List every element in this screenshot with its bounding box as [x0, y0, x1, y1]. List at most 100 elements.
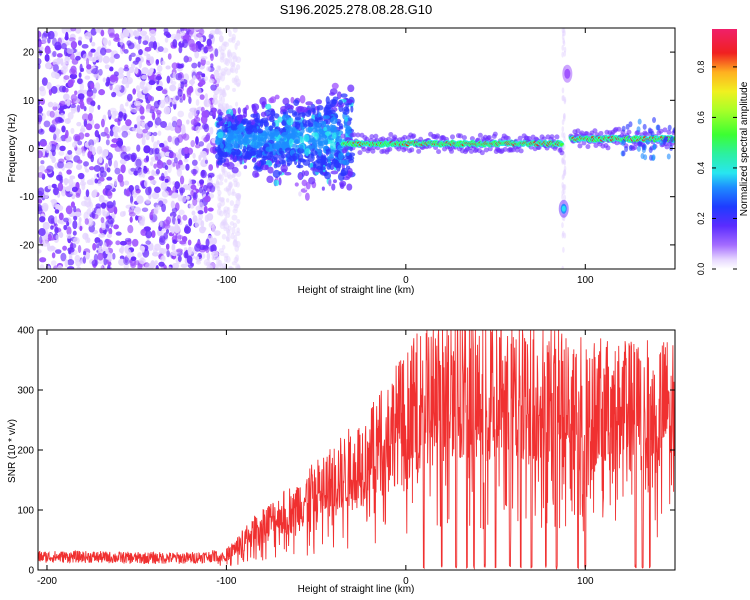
- spectrogram-cell-2374: [265, 103, 272, 110]
- spectrogram-cell-729: [154, 117, 162, 126]
- spectrogram-cell-914: [57, 219, 64, 224]
- spectrogram-cell-955: [44, 45, 51, 55]
- spectrogram-cell-1412: [159, 142, 165, 148]
- spectrogram-cell-662: [171, 207, 178, 214]
- spectrogram-cell-1008: [82, 256, 87, 264]
- spectrogram-cell-198: [80, 67, 85, 72]
- spectrogram-cell-880: [77, 245, 82, 254]
- spectrogram-cell-2316: [259, 96, 267, 106]
- spectrogram-cell-1706: [216, 185, 221, 192]
- spectrogram-cell-1012: [52, 105, 58, 111]
- spectrogram-cell-2425: [281, 120, 287, 127]
- spectrogram-cell-617: [67, 79, 74, 88]
- spectrogram-cell-1233: [166, 266, 172, 269]
- spectrogram-cell-1217: [174, 181, 181, 190]
- spectrogram-cell-2552: [264, 164, 269, 170]
- spectrogram-cell-1327: [190, 190, 194, 197]
- spectrogram-cell-2479: [326, 163, 332, 170]
- spectrogram-cell-1093: [86, 91, 93, 98]
- spectrogram-cell-1567: [223, 255, 229, 263]
- spectrogram-cell-2691: [361, 146, 367, 152]
- spectrogram-cell-2608: [274, 128, 279, 138]
- spectrogram-cell-187: [126, 93, 133, 102]
- spectrogram-cell-2473: [281, 131, 289, 138]
- spectrogram-cell-2239: [263, 121, 270, 128]
- spectrogram-cell-1528: [221, 233, 227, 240]
- spectrogram-cell-664: [182, 214, 188, 221]
- spectrogram-cell-2118: [266, 175, 274, 184]
- spectrogram-cell-1333: [38, 128, 45, 135]
- spectrogram-cell-2607: [318, 112, 322, 118]
- spectrogram-cell-1317: [70, 94, 78, 102]
- spectrogram-cell-1372: [206, 45, 214, 52]
- spectrogram-cell-1375: [185, 195, 190, 200]
- spectrogram-cell-3564: [616, 126, 622, 132]
- spectrogram-cell-1121: [183, 251, 189, 259]
- spectrogram-cell-1106: [170, 251, 178, 257]
- spectrogram-cell-1448: [138, 257, 146, 265]
- spectrogram-cell-642: [166, 75, 171, 84]
- spectrogram-cell-1982: [280, 164, 288, 173]
- spectrogram-cell-158: [76, 266, 81, 269]
- spectrogram-cell-1151: [158, 261, 165, 267]
- spectrogram-cell-2777: [387, 146, 393, 152]
- spectrogram-cell-808: [76, 104, 81, 113]
- spectrogram-cell-1683: [220, 43, 227, 51]
- spectrogram-cell-750: [175, 33, 182, 40]
- spectrogram-cell-1114: [109, 66, 114, 72]
- spectrogram-cell-1381: [132, 88, 137, 95]
- spectrogram-cell-861: [74, 254, 81, 263]
- spectrogram-cell-3848: [562, 95, 565, 102]
- spectrogram-cell-2328: [329, 141, 337, 150]
- spectrogram-cell-3658: [643, 131, 649, 137]
- spectrogram-cell-1255: [104, 64, 110, 70]
- spectrogram-cell-3795: [643, 154, 648, 161]
- spectrogram-cell-1462: [72, 220, 78, 230]
- spectrogram-cell-697: [116, 140, 124, 147]
- spectrogram-cell-3845: [563, 136, 566, 143]
- spectrogram-cell-474: [179, 175, 185, 185]
- spectrogram-cell-1277: [143, 167, 148, 174]
- spectrogram-cell-1389: [176, 248, 183, 253]
- spectrogram-cell-2354: [304, 192, 310, 201]
- spectrogram-cell-468: [154, 260, 158, 265]
- spectrogram-cell-2233: [239, 143, 243, 150]
- spectrogram-cell-246: [191, 159, 198, 166]
- spectrogram-cell-1224: [81, 43, 89, 49]
- spectrogram-cell-802: [139, 106, 145, 115]
- spectrogram-cell-3783: [621, 150, 626, 157]
- spectrogram-cell-667: [172, 216, 176, 225]
- spectrogram-cell-2147: [321, 186, 325, 191]
- spectrogram-cell-884: [132, 30, 140, 37]
- spectrogram-cell-639: [193, 28, 200, 31]
- spectrogram-cell-1227: [136, 121, 142, 127]
- spectrogram-cell-397: [61, 125, 66, 133]
- spectrogram-y-tick-label-4: 20: [23, 48, 35, 59]
- spectrogram-cell-2033: [308, 176, 316, 185]
- spectrogram-cell-3831: [561, 265, 565, 269]
- spectrogram-cell-1713: [236, 265, 241, 269]
- spectrogram-cell-2276: [260, 111, 267, 118]
- spectrogram-cell-849: [53, 133, 57, 141]
- spectrogram-cell-1459: [152, 131, 158, 137]
- spectrogram-cell-1395: [125, 189, 130, 197]
- spectrogram-cell-1067: [76, 159, 83, 164]
- spectrogram-cell-940: [72, 236, 80, 245]
- spectrogram-cell-385: [147, 242, 154, 251]
- spectrogram-cell-581: [131, 238, 139, 247]
- spectrogram-cell-1289: [140, 115, 145, 120]
- spectrogram-cell-1264: [161, 255, 166, 260]
- spectrogram-cell-2380: [346, 99, 354, 104]
- spectrogram-cell-1280: [54, 209, 60, 214]
- spectrogram-cell-833: [143, 226, 151, 232]
- spectrogram-cell-650: [198, 36, 204, 43]
- spectrogram-cell-506: [183, 146, 190, 155]
- spectrogram-cell-912: [42, 221, 50, 230]
- spectrogram-cell-944: [115, 231, 122, 236]
- spectrogram-cell-17: [78, 72, 82, 78]
- spectrogram-cell-1177: [177, 153, 182, 160]
- spectrogram-cell-2655: [351, 132, 357, 138]
- spectrogram-cell-1183: [94, 130, 100, 138]
- spectrogram-cell-1445: [154, 156, 159, 161]
- spectrogram-cell-1437: [65, 161, 73, 169]
